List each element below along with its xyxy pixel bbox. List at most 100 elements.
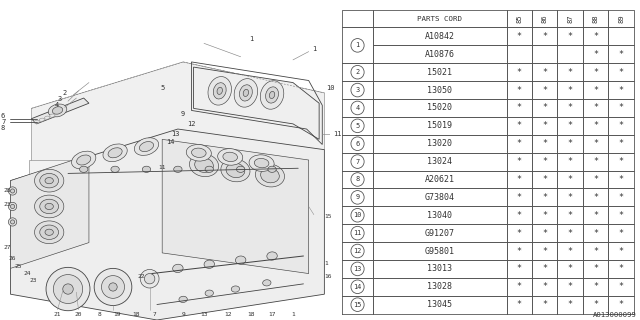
Ellipse shape	[79, 166, 88, 172]
Text: *: *	[516, 211, 522, 220]
Text: 13: 13	[200, 312, 208, 317]
Ellipse shape	[45, 178, 53, 184]
Text: *: *	[619, 300, 623, 309]
Ellipse shape	[109, 283, 117, 291]
Text: 17: 17	[268, 312, 276, 317]
Text: *: *	[593, 50, 598, 59]
Text: 10: 10	[326, 85, 335, 91]
Text: *: *	[619, 121, 623, 130]
Text: 21: 21	[54, 312, 61, 317]
Text: *: *	[516, 32, 522, 41]
Ellipse shape	[231, 286, 239, 292]
Text: 20: 20	[75, 312, 82, 317]
Text: PARTS CORD: PARTS CORD	[417, 16, 462, 21]
Text: *: *	[593, 300, 598, 309]
Text: 4: 4	[54, 102, 59, 108]
Text: *: *	[619, 85, 623, 95]
Text: 27: 27	[3, 245, 11, 250]
Text: *: *	[619, 193, 623, 202]
Text: *: *	[568, 193, 573, 202]
Text: *: *	[516, 68, 522, 77]
Text: *: *	[568, 228, 573, 238]
Text: *: *	[619, 157, 623, 166]
Text: *: *	[568, 85, 573, 95]
Ellipse shape	[52, 107, 63, 114]
Text: 13050: 13050	[428, 85, 452, 95]
Text: *: *	[593, 246, 598, 255]
Ellipse shape	[260, 81, 284, 109]
Text: 85: 85	[516, 14, 522, 23]
Text: G91207: G91207	[425, 228, 455, 238]
Ellipse shape	[45, 203, 53, 210]
Ellipse shape	[191, 148, 206, 157]
Ellipse shape	[10, 220, 15, 224]
Ellipse shape	[218, 148, 243, 165]
Ellipse shape	[255, 164, 285, 187]
Ellipse shape	[8, 202, 17, 211]
Text: 8: 8	[97, 312, 101, 317]
Text: *: *	[542, 211, 547, 220]
Text: *: *	[568, 246, 573, 255]
Ellipse shape	[35, 195, 64, 218]
Ellipse shape	[145, 274, 155, 284]
Ellipse shape	[179, 296, 188, 302]
Text: 15019: 15019	[428, 121, 452, 130]
Text: *: *	[568, 300, 573, 309]
Ellipse shape	[35, 221, 64, 244]
Ellipse shape	[45, 229, 53, 235]
Text: 25: 25	[15, 264, 22, 269]
Ellipse shape	[189, 154, 219, 177]
Text: 15: 15	[324, 214, 332, 219]
Text: *: *	[568, 211, 573, 220]
Text: *: *	[568, 175, 573, 184]
Ellipse shape	[204, 260, 214, 268]
Ellipse shape	[234, 79, 258, 107]
Ellipse shape	[8, 187, 17, 195]
Text: 28: 28	[3, 188, 11, 194]
Text: *: *	[568, 157, 573, 166]
Text: 7: 7	[1, 119, 5, 125]
Text: 24: 24	[23, 271, 31, 276]
Ellipse shape	[34, 120, 39, 124]
Ellipse shape	[186, 144, 211, 161]
Text: 8: 8	[355, 177, 360, 182]
Text: *: *	[619, 103, 623, 112]
Ellipse shape	[239, 85, 252, 101]
Ellipse shape	[10, 189, 15, 193]
Ellipse shape	[35, 169, 64, 192]
Text: A10842: A10842	[425, 32, 455, 41]
Text: 13: 13	[172, 131, 180, 137]
Polygon shape	[31, 62, 324, 196]
Text: *: *	[593, 264, 598, 273]
Ellipse shape	[10, 204, 15, 209]
Polygon shape	[162, 139, 308, 274]
Ellipse shape	[205, 166, 214, 172]
Ellipse shape	[134, 138, 159, 156]
Ellipse shape	[63, 284, 73, 294]
Text: *: *	[542, 68, 547, 77]
Text: *: *	[619, 50, 623, 59]
Text: *: *	[542, 32, 547, 41]
Ellipse shape	[269, 92, 275, 99]
Text: 2: 2	[63, 90, 67, 96]
Polygon shape	[31, 98, 89, 124]
Text: *: *	[593, 211, 598, 220]
Text: 12: 12	[353, 248, 362, 254]
Ellipse shape	[53, 275, 83, 303]
Text: *: *	[619, 68, 623, 77]
Text: 6: 6	[1, 113, 5, 119]
Polygon shape	[29, 160, 308, 294]
Text: 12: 12	[225, 312, 232, 317]
Text: 9: 9	[181, 110, 185, 116]
Text: 86: 86	[541, 14, 548, 23]
Text: *: *	[516, 264, 522, 273]
Text: *: *	[516, 85, 522, 95]
Text: 1: 1	[355, 42, 360, 48]
Text: 87: 87	[567, 14, 573, 23]
Polygon shape	[10, 155, 89, 268]
Text: 1: 1	[312, 45, 316, 52]
Text: 7: 7	[153, 312, 157, 317]
Text: 14: 14	[353, 284, 362, 290]
Ellipse shape	[208, 76, 232, 105]
Text: *: *	[568, 121, 573, 130]
